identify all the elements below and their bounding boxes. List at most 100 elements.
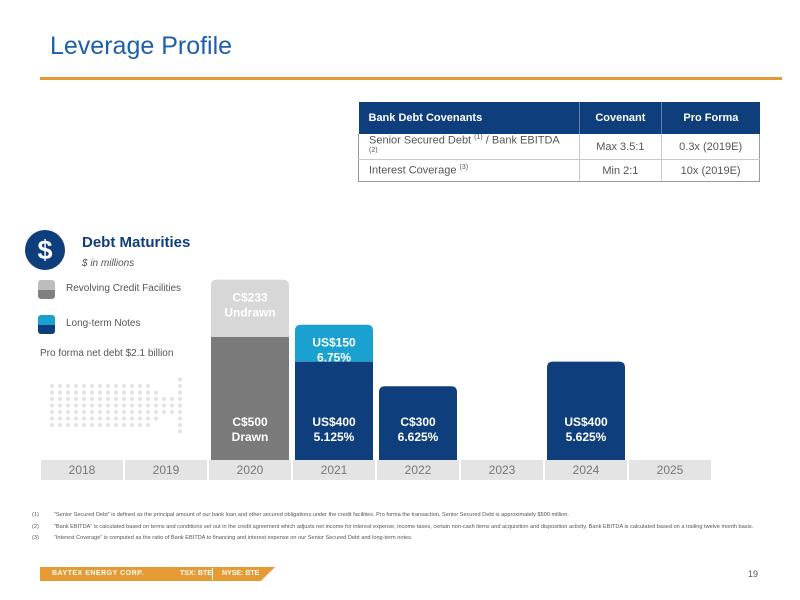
arrow-dot xyxy=(114,410,118,414)
arrow-dot xyxy=(106,390,110,395)
arrow-dot xyxy=(114,416,118,421)
arrow-dot xyxy=(138,410,142,414)
arrow-dot xyxy=(82,423,86,427)
arrow-dot xyxy=(74,416,78,421)
bar-segment xyxy=(295,324,373,362)
year-tick-label: 2022 xyxy=(405,463,432,477)
arrow-dot xyxy=(98,410,102,414)
arrow-dot xyxy=(58,416,62,421)
debt-maturities-chart: 2018 2019 2020 2021 2022 2023 2024 2025 C$500Dr… xyxy=(41,279,711,480)
bar-data-label: C$233 xyxy=(232,291,268,305)
arrow-dot xyxy=(114,390,118,395)
footnote: (1) “Senior Secured Debt” is defined as t… xyxy=(32,512,569,518)
arrow-dot xyxy=(106,403,110,408)
arrow-dot xyxy=(114,384,118,388)
arrow-dot xyxy=(178,377,182,382)
arrow-dot xyxy=(154,416,158,421)
arrow-dot xyxy=(130,416,134,421)
arrow-dot xyxy=(106,397,110,401)
footer-bar: BAYTEX ENERGY CORP. TSX: BTE NYSE: BTE xyxy=(40,567,275,581)
arrow-dot xyxy=(50,403,54,408)
arrow-dot xyxy=(146,397,150,401)
arrow-dot xyxy=(58,397,62,401)
arrow-dot xyxy=(178,397,182,401)
arrow-dot xyxy=(98,397,102,401)
arrow-dots-decoration xyxy=(50,377,182,434)
arrow-dot xyxy=(74,403,78,408)
footnotes: (1) “Senior Secured Debt” is defined as t… xyxy=(32,512,782,547)
arrow-dot xyxy=(58,423,62,427)
arrow-dot xyxy=(170,403,174,408)
arrow-dot xyxy=(138,384,142,388)
arrow-dot xyxy=(106,423,110,427)
proforma-net-debt-note: Pro forma net debt $2.1 billion xyxy=(40,348,174,359)
bar-data-label: 6.75% xyxy=(317,351,351,365)
bar-data-label: C$500 xyxy=(232,415,268,429)
arrow-dot xyxy=(58,403,62,408)
arrow-dot xyxy=(178,429,182,434)
year-tick-label: 2021 xyxy=(321,463,348,477)
bar-data-label: C$300 xyxy=(400,415,436,429)
arrow-dot xyxy=(50,397,54,401)
legend-label-notes: Long-term Notes xyxy=(66,318,141,329)
arrow-dot xyxy=(74,390,78,395)
arrow-dot xyxy=(66,416,70,421)
arrow-dot xyxy=(50,410,54,414)
arrow-dot xyxy=(74,410,78,414)
tsx-ticker: TSX: BTE xyxy=(180,570,212,577)
axis-cell xyxy=(377,460,459,480)
arrow-dot xyxy=(146,410,150,414)
arrow-dot xyxy=(98,390,102,395)
arrow-dot xyxy=(154,397,158,401)
arrow-dot xyxy=(146,403,150,408)
arrow-dot xyxy=(130,403,134,408)
debt-maturities-title: Debt Maturities xyxy=(82,234,191,251)
arrow-dot xyxy=(130,410,134,414)
page-title: Leverage Profile xyxy=(50,32,233,60)
axis-cell xyxy=(293,460,375,480)
footnote: (3) “Interest Coverage” is computed as th… xyxy=(32,535,413,541)
axis-cell xyxy=(545,460,627,480)
arrow-dot xyxy=(90,384,94,388)
arrow-dot xyxy=(138,416,142,421)
arrow-dot xyxy=(178,416,182,421)
arrow-dot xyxy=(130,423,134,427)
ticker-separator xyxy=(212,568,213,580)
arrow-dot xyxy=(122,416,126,421)
covenant-header: Covenant xyxy=(578,102,662,134)
arrow-dot xyxy=(130,397,134,401)
table-row: Interest Coverage (3) Min 2:1 10x (2019E… xyxy=(358,159,760,183)
bars-group: C$500DrawnC$233UndrawnUS$4005.125%US$150… xyxy=(211,279,625,460)
arrow-dot xyxy=(122,384,126,388)
bar-segment xyxy=(379,386,457,460)
arrow-dot xyxy=(74,397,78,401)
bar-data-label: 5.625% xyxy=(566,430,607,444)
arrow-dot xyxy=(50,416,54,421)
legend-label-revolving: Revolving Credit Facilities xyxy=(66,283,182,294)
arrow-dot xyxy=(122,423,126,427)
arrow-dot xyxy=(90,390,94,395)
covenant-value: Min 2:1 xyxy=(578,159,662,183)
arrow-dot xyxy=(154,403,158,408)
axis-cell xyxy=(209,460,291,480)
arrow-dot xyxy=(122,410,126,414)
year-tick-label: 2018 xyxy=(69,463,96,477)
covenant-name: Senior Secured Debt (1) / Bank EBITDA (2… xyxy=(358,134,579,161)
units-subtitle: $ in millions xyxy=(82,258,135,269)
arrow-dot xyxy=(178,384,182,388)
arrow-dot xyxy=(170,397,174,401)
arrow-dot xyxy=(90,423,94,427)
arrow-dot xyxy=(106,410,110,414)
proforma-value: 10x (2019E) xyxy=(661,159,760,183)
bar-segment xyxy=(295,361,373,460)
arrow-dot xyxy=(178,410,182,414)
arrow-dot xyxy=(58,384,62,388)
arrow-dot xyxy=(138,403,142,408)
arrow-dot xyxy=(106,416,110,421)
arrow-dot xyxy=(114,403,118,408)
arrow-dot xyxy=(178,403,182,408)
arrow-dot xyxy=(90,397,94,401)
bar-data-label: 5.125% xyxy=(314,430,355,444)
arrow-dot xyxy=(98,403,102,408)
arrow-dot xyxy=(146,384,150,388)
